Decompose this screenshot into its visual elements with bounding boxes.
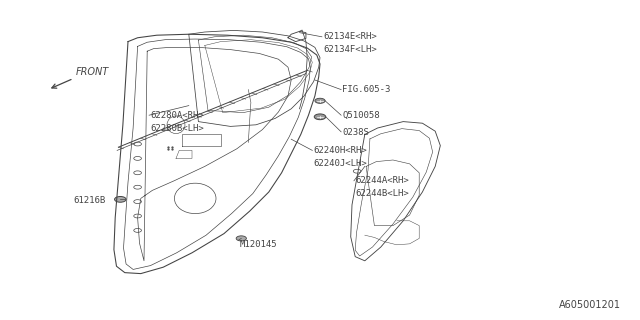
Text: 62240J<LH>: 62240J<LH> — [314, 159, 367, 168]
Circle shape — [315, 98, 325, 103]
Text: 62244A<RH>: 62244A<RH> — [355, 176, 409, 185]
Circle shape — [115, 196, 126, 202]
Text: 61216B: 61216B — [74, 196, 106, 204]
Text: FRONT: FRONT — [76, 68, 109, 77]
Text: 62244B<LH>: 62244B<LH> — [355, 189, 409, 198]
Text: 62280B<LH>: 62280B<LH> — [150, 124, 204, 132]
Text: 62134E<RH>: 62134E<RH> — [323, 32, 377, 41]
Text: 0238S: 0238S — [342, 128, 369, 137]
Circle shape — [314, 114, 326, 120]
Text: A605001201: A605001201 — [559, 300, 621, 310]
Text: 62134F<LH>: 62134F<LH> — [323, 45, 377, 54]
Circle shape — [236, 236, 246, 241]
Text: M120145: M120145 — [240, 240, 278, 249]
Text: 62240H<RH>: 62240H<RH> — [314, 146, 367, 155]
Text: 62280A<RH>: 62280A<RH> — [150, 111, 204, 120]
Text: Q510058: Q510058 — [342, 111, 380, 120]
Text: FIG.605-3: FIG.605-3 — [342, 85, 391, 94]
